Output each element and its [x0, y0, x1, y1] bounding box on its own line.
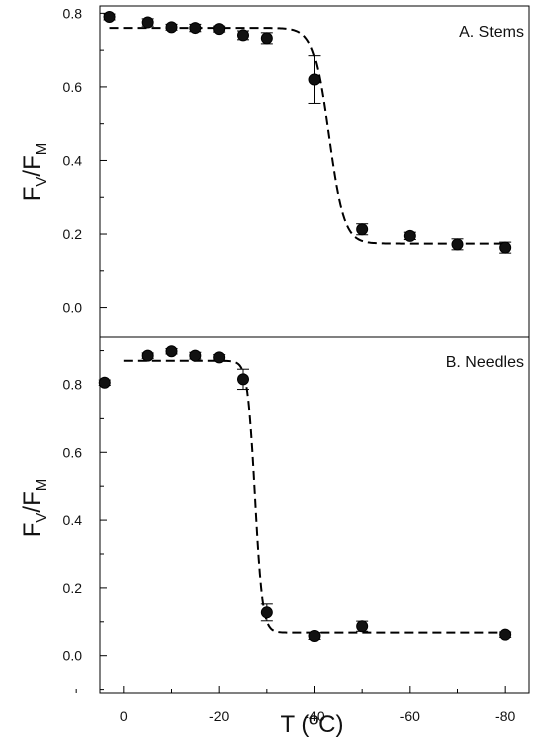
x-axis-title: T (ºC) [281, 711, 344, 738]
data-point [356, 223, 369, 236]
data-point [141, 349, 154, 362]
y-tick-label: 0.2 [63, 226, 83, 242]
y-tick-label: 0.4 [63, 512, 83, 528]
data-point [98, 376, 111, 389]
panel-title-needles: B. Needles [446, 354, 524, 371]
y-tick-label: 0.8 [63, 376, 83, 392]
data-point [308, 73, 321, 86]
data-point [308, 630, 321, 643]
y-tick-label: 0.4 [63, 152, 83, 168]
data-point [237, 29, 249, 42]
y-axis-title-stems: FV/FM [19, 143, 50, 202]
y-tick-label: 0.8 [63, 5, 83, 21]
data-point [165, 345, 178, 358]
fit-line [109, 27, 506, 245]
fit-curve-stems [109, 27, 506, 245]
x-tick-label: -80 [495, 708, 515, 724]
x-tick-label: -20 [209, 708, 229, 724]
data-point [356, 620, 369, 633]
data-point [141, 16, 154, 29]
fit-line [123, 359, 506, 634]
x-tick-label: -40 [304, 708, 324, 724]
y-axis-title-needles: FV/FM [19, 479, 50, 538]
panel-stems: 0.0 0.2 0.4 0.6 0.8 A. Stems FV/FM [19, 5, 530, 338]
fit-curve-needles [123, 359, 506, 634]
y-tick-label: 0.6 [63, 444, 83, 460]
data-point [451, 238, 464, 251]
y-axis-stems: 0.0 0.2 0.4 0.6 0.8 [63, 5, 107, 316]
panel-title-stems: A. Stems [459, 24, 524, 41]
data-point [213, 23, 226, 36]
data-point [237, 373, 249, 386]
x-axis-needles: 0 -20 -40 -60 -80 [75, 686, 515, 724]
data-point [103, 11, 116, 24]
data-point [499, 628, 512, 641]
data-point [260, 32, 273, 45]
data-point [189, 349, 202, 362]
y-tick-label: 0.0 [63, 648, 83, 664]
y-tick-label: 0.2 [63, 580, 83, 596]
data-points-stems [103, 11, 512, 254]
x-tick-label: 0 [120, 708, 128, 724]
data-point [260, 606, 273, 619]
data-point [499, 241, 512, 254]
data-point [165, 21, 178, 34]
y-tick-label: 0.6 [63, 79, 83, 95]
x-tick-label: -60 [400, 708, 420, 724]
data-points-needles [98, 345, 512, 643]
y-axis-needles: 0.0 0.2 0.4 0.6 0.8 [63, 350, 107, 691]
data-point [189, 22, 202, 35]
panel-needles: 0.0 0.2 0.4 0.6 0.8 0 -20 -40 -60 -80 B. Needles… [19, 336, 530, 724]
data-point [403, 229, 416, 242]
y-tick-label: 0.0 [63, 300, 83, 316]
data-point [213, 351, 226, 364]
